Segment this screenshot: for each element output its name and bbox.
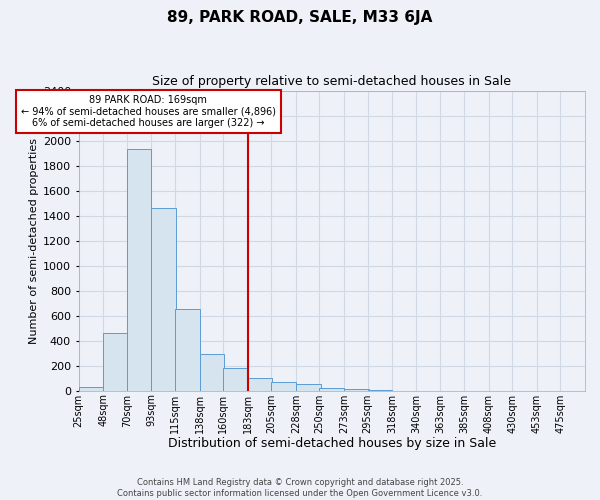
Title: Size of property relative to semi-detached houses in Sale: Size of property relative to semi-detach… [152,75,511,88]
Bar [223,368,248,390]
Bar [151,208,176,390]
Bar [200,354,224,390]
X-axis label: Distribution of semi-detached houses by size in Sale: Distribution of semi-detached houses by … [167,437,496,450]
Bar [248,378,272,390]
Bar [175,310,200,390]
Bar [103,333,128,390]
Bar [296,384,320,390]
Bar [319,388,344,390]
Text: Contains HM Land Registry data © Crown copyright and database right 2025.
Contai: Contains HM Land Registry data © Crown c… [118,478,482,498]
Bar [127,150,151,390]
Text: 89 PARK ROAD: 169sqm
← 94% of semi-detached houses are smaller (4,896)
6% of sem: 89 PARK ROAD: 169sqm ← 94% of semi-detac… [20,95,275,128]
Bar [79,387,103,390]
Text: 89, PARK ROAD, SALE, M33 6JA: 89, PARK ROAD, SALE, M33 6JA [167,10,433,25]
Y-axis label: Number of semi-detached properties: Number of semi-detached properties [29,138,38,344]
Bar [271,382,296,390]
